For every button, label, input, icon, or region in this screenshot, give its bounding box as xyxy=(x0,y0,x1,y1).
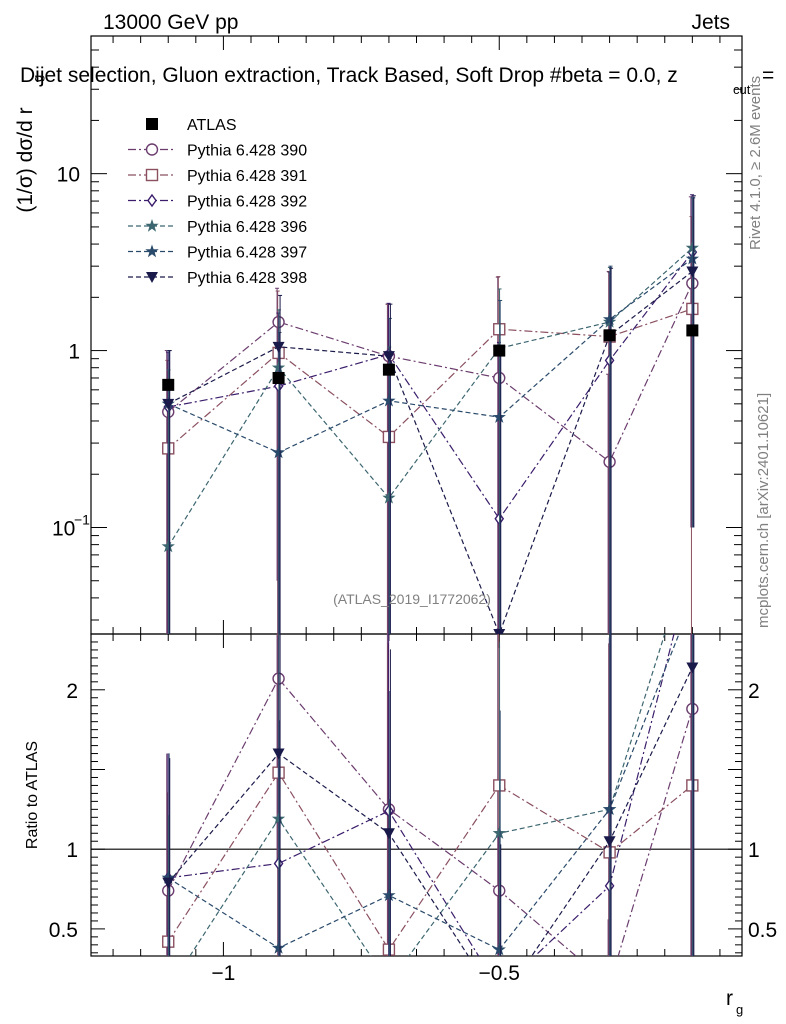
atlas-data-point xyxy=(382,363,395,376)
series-pythia-6-428-396-ratio-line xyxy=(189,634,666,956)
analysis-label: (ATLAS_2019_I1772062) xyxy=(333,591,491,607)
ratio-y-tick-label-right: 1 xyxy=(748,839,760,862)
series-pythia-6-428-396-point xyxy=(382,490,396,504)
legend-entry-pythia-6-428-398-label: Pythia 6.428 398 xyxy=(187,270,307,287)
series-pythia-6-428-397-point xyxy=(685,251,699,265)
legend-entry-pythia-6-428-396-marker xyxy=(145,219,159,232)
legend-entry-pythia-6-428-392-label: Pythia 6.428 392 xyxy=(187,194,307,211)
atlas-data-point xyxy=(686,324,699,337)
series-pythia-6-428-391-line xyxy=(167,308,693,449)
category-label: Jets xyxy=(691,11,730,34)
y-tick-label: 10 xyxy=(52,517,75,540)
x-axis-label: r xyxy=(726,987,733,1010)
series-pythia-6-428-398-ratio-point xyxy=(686,662,699,674)
x-axis-label-sub: g xyxy=(736,1002,743,1017)
y-tick-label: 10 xyxy=(57,164,80,187)
series-pythia-6-428-398-line xyxy=(167,271,693,634)
series-pythia-6-428-391-ratio-line xyxy=(167,771,693,951)
series-pythia-6-428-398-point xyxy=(686,266,699,278)
main-plot-series xyxy=(161,194,699,634)
series-pythia-6-428-392-ratio-line xyxy=(168,634,675,956)
series-pythia-6-428-396-point xyxy=(271,360,286,374)
atlas-data-point xyxy=(603,329,616,342)
atlas-data-point xyxy=(162,378,175,391)
series-pythia-6-428-398-point xyxy=(493,629,506,634)
series-pythia-6-428-392-ratio-point xyxy=(688,557,696,568)
x-tick-label: −1 xyxy=(211,962,235,985)
legend-entry-pythia-6-428-392-marker xyxy=(147,193,157,208)
ratio-plot-series xyxy=(161,539,699,1010)
series-pythia-6-428-398-ratio-point xyxy=(382,828,395,840)
series-pythia-6-428-396-ratio-point xyxy=(162,983,175,996)
legend-entry-atlas-label: ATLAS xyxy=(187,117,237,134)
ratio-y-tick-label: 2 xyxy=(66,680,78,703)
y-axis-label-main: (1/σ) dσ/d r xyxy=(14,107,37,212)
series-pythia-6-428-397-line xyxy=(167,258,693,454)
legend-entry-pythia-6-428-398-marker xyxy=(146,272,158,283)
legend-entry-atlas-marker xyxy=(146,118,158,130)
series-pythia-6-428-398-ratio-point xyxy=(162,877,175,889)
series-pythia-6-428-398-ratio-point xyxy=(603,836,616,848)
series-pythia-6-428-398-ratio-point xyxy=(493,999,505,1010)
series-pythia-6-428-397-ratio-point xyxy=(161,870,175,884)
legend-entry-pythia-6-428-390-label: Pythia 6.428 390 xyxy=(187,143,307,160)
series-pythia-6-428-390-line xyxy=(167,283,693,463)
legend-entry-pythia-6-428-396-label: Pythia 6.428 396 xyxy=(187,219,307,236)
y-tick-label: 1 xyxy=(68,341,80,364)
series-pythia-6-428-396-ratio-point xyxy=(686,539,699,552)
series-pythia-6-428-396-line xyxy=(167,247,693,547)
atlas-data-point xyxy=(272,371,285,384)
series-pythia-6-428-397-ratio-point xyxy=(492,942,506,956)
x-tick-label: −0.5 xyxy=(479,962,520,985)
series-pythia-6-428-397-point xyxy=(271,445,286,459)
rivet-label: Rivet 4.1.0, ≥ 2.6M events xyxy=(747,76,764,250)
series-pythia-6-428-397-ratio-point xyxy=(271,941,286,954)
series-pythia-6-428-398-point xyxy=(382,351,395,363)
series-pythia-6-428-398-point xyxy=(272,341,285,353)
series-pythia-6-428-397-ratio-point xyxy=(602,802,617,815)
legend-entry-pythia-6-428-391-marker xyxy=(145,168,159,182)
y-tick-label-exponent: −1 xyxy=(74,511,90,527)
series-pythia-6-428-398-point xyxy=(162,398,175,410)
y-axis-label-main-sub: g xyxy=(30,75,45,82)
ratio-y-tick-label: 0.5 xyxy=(49,919,78,942)
plot-title-tail: = xyxy=(762,64,774,87)
series-pythia-6-428-396-point xyxy=(161,539,175,553)
series-pythia-6-428-390-ratio-point xyxy=(604,979,615,990)
series-pythia-6-428-398-ratio-line xyxy=(167,667,693,956)
series-pythia-6-428-397-ratio-point xyxy=(686,594,699,607)
series-pythia-6-428-397-point xyxy=(602,312,617,326)
series-pythia-6-428-397-point xyxy=(492,410,506,423)
series-pythia-6-428-397-ratio-point xyxy=(382,888,396,902)
plot-title-sub: cut xyxy=(733,82,751,97)
atlas-data-point xyxy=(493,344,506,357)
series-pythia-6-428-390-ratio-line xyxy=(167,677,693,956)
series-pythia-6-428-397-ratio-line xyxy=(167,634,680,951)
series-pythia-6-428-396-ratio-point xyxy=(382,976,395,989)
series-pythia-6-428-396-ratio-point xyxy=(492,826,506,839)
series-pythia-6-428-392-line xyxy=(168,251,693,520)
legend: ATLAS Pythia 6.428 390 Pythia 6.428 391 Pyt… xyxy=(128,117,307,287)
ratio-y-tick-label: 1 xyxy=(66,839,78,862)
ratio-y-tick-label-right: 0.5 xyxy=(748,919,777,942)
legend-entry-pythia-6-428-390-marker xyxy=(145,143,159,156)
series-pythia-6-428-392-ratio-point xyxy=(495,984,503,995)
legend-entry-pythia-6-428-397-marker xyxy=(145,244,159,258)
series-pythia-6-428-396-ratio-point xyxy=(271,811,286,825)
source-label: mcplots.cern.ch [arXiv:2401.10621] xyxy=(755,393,772,628)
y-axis-label-ratio: Ratio to ATLAS xyxy=(24,741,41,849)
series-pythia-6-428-397-point xyxy=(382,393,396,407)
series-pythia-6-428-396-point xyxy=(685,241,699,254)
ratio-y-tick-label-right: 2 xyxy=(748,680,760,703)
series-pythia-6-428-398-ratio-point xyxy=(272,748,285,760)
legend-entry-pythia-6-428-391-label: Pythia 6.428 391 xyxy=(187,168,307,185)
energy-label: 13000 GeV pp xyxy=(103,11,238,34)
legend-entry-pythia-6-428-397-label: Pythia 6.428 397 xyxy=(187,245,307,262)
plot-title: Dijet selection, Gluon extraction, Track… xyxy=(20,64,678,87)
